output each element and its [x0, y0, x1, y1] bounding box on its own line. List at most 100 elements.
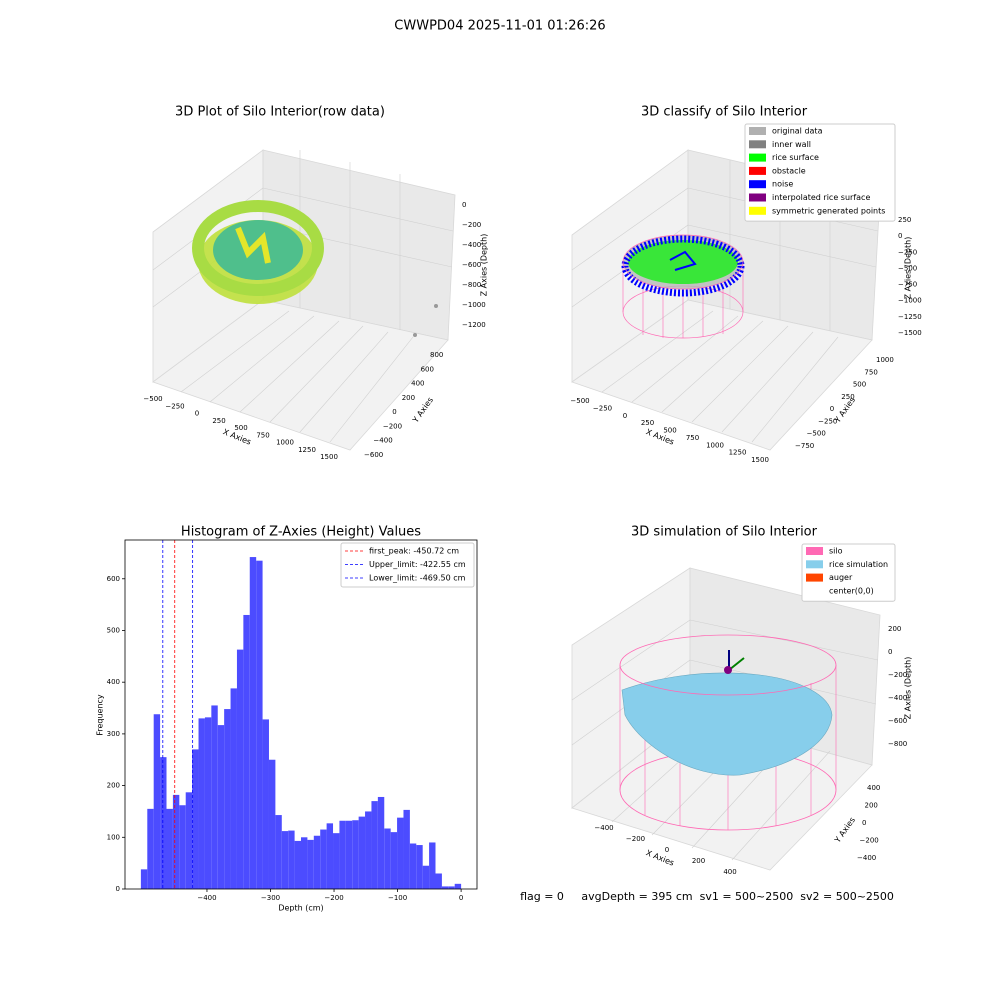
- y-tick-label: 250: [841, 393, 854, 401]
- y-tick-label: 200: [402, 394, 415, 402]
- x-tick-label: 1500: [751, 456, 769, 464]
- bar: [301, 837, 308, 889]
- y-tick-label: 100: [107, 833, 120, 841]
- z-tick-label: 0: [462, 201, 466, 209]
- legend-swatch: [806, 573, 823, 582]
- y-tick-label: −200: [383, 422, 402, 430]
- bar: [326, 823, 334, 889]
- legend-box: [340, 542, 475, 588]
- bar: [397, 817, 404, 889]
- z-tick-label: −800: [888, 740, 907, 748]
- z-tick-label: −200: [462, 221, 481, 229]
- bar: [333, 833, 340, 889]
- x-tick-label: −400: [197, 894, 216, 902]
- x-tick-label: 0: [665, 846, 669, 854]
- z-tick-label: 250: [898, 216, 911, 224]
- x-tick-label: −200: [324, 894, 343, 902]
- x-tick-label: 0: [623, 412, 627, 420]
- legend-label: silo: [829, 547, 843, 556]
- z-tick-label: −500: [898, 264, 917, 272]
- legend-label: interpolated rice surface: [772, 193, 870, 202]
- y-tick-label: 600: [107, 575, 120, 583]
- bar: [249, 557, 257, 889]
- z-tick-label: −400: [888, 694, 907, 702]
- legend-label: center(0,0): [829, 586, 874, 595]
- x-tick-label: −400: [594, 824, 613, 832]
- legend-label: inner wall: [772, 140, 811, 149]
- legend-label: first_peak: -450.72 cm: [369, 547, 459, 556]
- z-tick-label: −1000: [462, 301, 486, 309]
- bar: [409, 843, 417, 889]
- bar: [448, 886, 455, 889]
- z-tick-label: −1000: [898, 297, 922, 305]
- bar: [160, 757, 167, 889]
- bar: [390, 832, 398, 889]
- x-tick-label: 500: [234, 424, 247, 432]
- y-tick-label: 0: [830, 405, 834, 413]
- z-tick-label: −600: [888, 717, 907, 725]
- bar: [384, 828, 391, 889]
- panel-title: 3D classify of Silo Interior: [641, 105, 808, 120]
- x-tick-label: 250: [212, 417, 225, 425]
- legend-swatch: [749, 153, 766, 162]
- y-tick-label: 800: [430, 351, 443, 359]
- panel-title: 3D Plot of Silo Interior(row data): [175, 105, 385, 120]
- x-tick-label: 750: [686, 434, 699, 442]
- y-tick-label: −750: [795, 442, 814, 450]
- classified-cloud: [621, 234, 745, 339]
- z-tick-label: −250: [898, 248, 917, 256]
- bar: [236, 649, 244, 889]
- z-tick-label: −200: [888, 671, 907, 679]
- x-tick-label: −500: [143, 395, 162, 403]
- y-tick-label: 600: [421, 365, 434, 373]
- x-tick-label: 1000: [706, 441, 724, 449]
- legend-swatch: [806, 586, 823, 595]
- bar: [454, 883, 462, 889]
- bar: [345, 820, 353, 889]
- legend-box: [801, 543, 896, 602]
- x-tick-label: 1500: [320, 453, 338, 461]
- bar: [371, 801, 378, 889]
- y-tick-label: −500: [807, 430, 826, 438]
- x-tick-label: 500: [663, 427, 676, 435]
- axis-label: Z Axies (Depth): [480, 234, 489, 297]
- y-tick-label: 400: [411, 380, 424, 388]
- x-tick-label: 1250: [729, 449, 747, 457]
- legend-swatch: [749, 127, 766, 135]
- y-tick-label: −400: [373, 437, 392, 445]
- bar: [204, 717, 212, 889]
- y-tick-label: 500: [107, 626, 120, 634]
- axis-label: Z Axies (Depth): [904, 237, 913, 300]
- legend-label: obstacle: [772, 166, 806, 175]
- bar: [256, 560, 263, 889]
- y-tick-label: 750: [864, 368, 877, 376]
- bar: [211, 705, 218, 889]
- bar: [224, 709, 231, 889]
- y-tick-label: 400: [867, 784, 880, 792]
- y-tick-label: −200: [860, 837, 879, 845]
- legend-swatch: [749, 206, 766, 215]
- z-tick-label: 0: [888, 648, 892, 656]
- bar: [294, 840, 301, 889]
- bar: [198, 718, 205, 889]
- legend-swatch: [806, 560, 823, 569]
- legend-label: rice surface: [772, 153, 819, 162]
- y-tick-label: 400: [107, 678, 120, 686]
- y-tick-label: 500: [853, 381, 866, 389]
- bar: [275, 815, 282, 889]
- x-tick-label: −200: [626, 835, 645, 843]
- x-tick-label: 250: [641, 419, 654, 427]
- status-footer: flag = 0 avgDepth = 395 cm sv1 = 500~250…: [520, 890, 894, 903]
- y-tick-label: −600: [364, 451, 383, 459]
- y-tick-label: 300: [107, 730, 120, 738]
- point-cloud: [192, 200, 438, 337]
- y-tick-label: 200: [107, 782, 120, 790]
- legend-swatch: [749, 140, 766, 149]
- bar: [172, 794, 180, 889]
- legend-label: original data: [772, 127, 823, 136]
- bar: [288, 830, 295, 889]
- y-tick-label: 200: [865, 802, 878, 810]
- bar: [192, 749, 199, 889]
- bar: [166, 808, 173, 889]
